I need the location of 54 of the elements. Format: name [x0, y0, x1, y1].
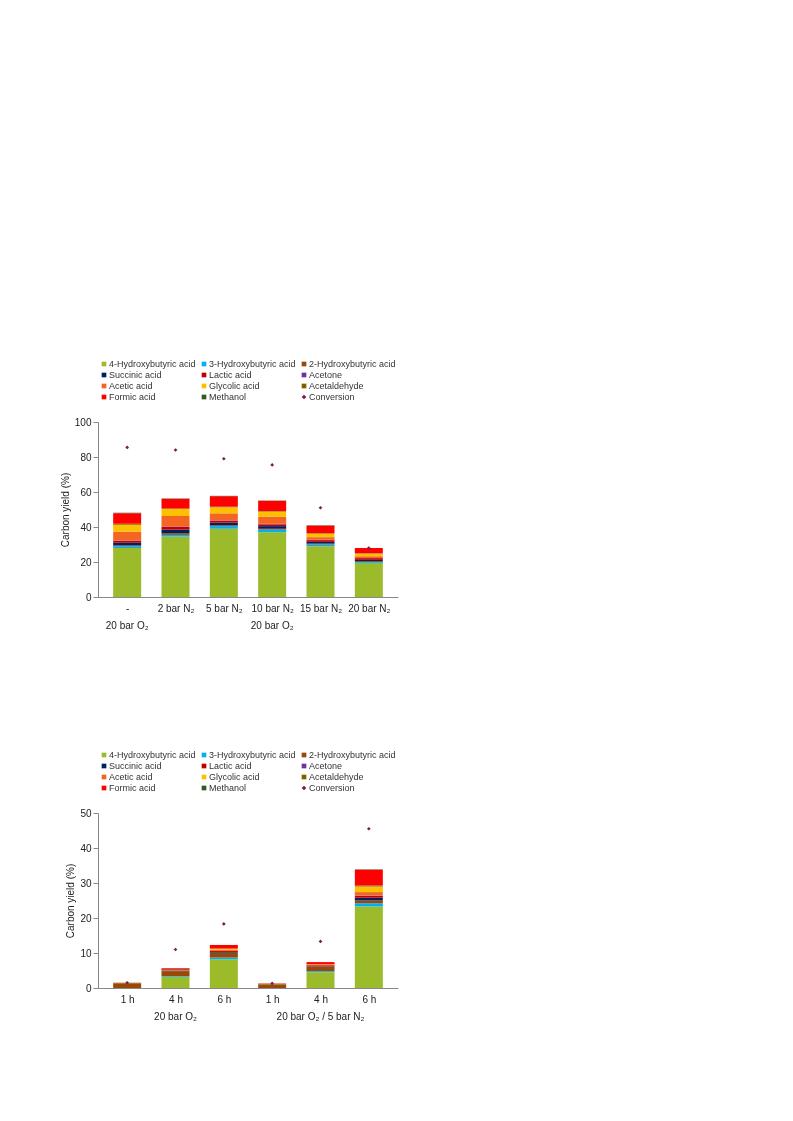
legend-label: Methanol [209, 392, 247, 402]
y-tick-label: 10 [80, 947, 92, 959]
y-tick-label: 80 [80, 451, 92, 463]
x-tick-label: 10 bar N₂ [251, 602, 294, 614]
legend-label: Lactic acid [209, 370, 252, 380]
legend-label: 2-Hydroxybutyric acid [309, 750, 396, 760]
text: 20 bar O₂ [105, 620, 149, 631]
legend-label: Acetic acid [109, 772, 153, 782]
legend-label: Acetone [309, 761, 343, 771]
legend-label: Acetaldehyde [309, 381, 364, 391]
y-tick-label: 20 [80, 912, 92, 924]
x-tick-label: 5 bar N₂ [205, 602, 243, 614]
legend-label: Glycolic acid [209, 772, 260, 782]
y-tick-label: 20 [80, 556, 92, 568]
x-tick-label: 6 h [362, 993, 377, 1005]
legend-label: Formic acid [109, 783, 156, 793]
x-tick-label: 4 h [314, 993, 328, 1005]
legend-label: Conversion [309, 783, 355, 793]
y-tick-label: 60 [80, 486, 92, 498]
legend-label: Glycolic acid [209, 381, 260, 391]
x-tick-label: 6 h [217, 993, 232, 1005]
legend-label: Succinic acid [109, 370, 162, 380]
y-tick-label: 100 [74, 416, 92, 428]
y-tick-label: 0 [85, 591, 92, 603]
legend-label: 4-Hydroxybutyric acid [109, 750, 196, 760]
x-tick-label: - [125, 602, 130, 614]
x-tick-label: 20 bar N₂ [348, 602, 391, 614]
text: 20 bar O₂ / 5 bar N₂ [276, 1011, 365, 1022]
x-tick-label: 4 h [169, 993, 183, 1005]
y-tick-label: 50 [80, 807, 92, 819]
x-tick-label: 15 bar N₂ [299, 602, 343, 614]
y-tick-label: 40 [80, 521, 92, 533]
y-tick-label: 0 [85, 982, 92, 994]
legend-label: Conversion [309, 392, 355, 402]
legend-label: 2-Hydroxybutyric acid [309, 359, 396, 369]
legend-label: 4-Hydroxybutyric acid [109, 359, 196, 369]
legend-label: Acetic acid [109, 381, 153, 391]
legend-label: Succinic acid [109, 761, 162, 771]
y-tick-label: 30 [80, 877, 92, 889]
legend-label: Acetone [309, 370, 343, 380]
text: 20 bar O₂ [250, 620, 294, 631]
legend-label: Acetaldehyde [309, 772, 364, 782]
y-axis-title: Carbon yield (%) [65, 863, 77, 939]
x-tick-label: 1 h [120, 993, 135, 1005]
legend-label: Methanol [209, 783, 247, 793]
legend-label: 3-Hydroxybutyric acid [209, 359, 296, 369]
y-axis-title: Carbon yield (%) [59, 472, 71, 548]
text: 20 bar O₂ [154, 1011, 198, 1022]
x-tick-label: 1 h [265, 993, 280, 1005]
y-tick-label: 40 [80, 842, 92, 854]
x-tick-label: 2 bar N₂ [157, 602, 195, 614]
legend-label: 3-Hydroxybutyric acid [209, 750, 296, 760]
legend-label: Lactic acid [209, 761, 252, 771]
legend-label: Formic acid [109, 392, 156, 402]
